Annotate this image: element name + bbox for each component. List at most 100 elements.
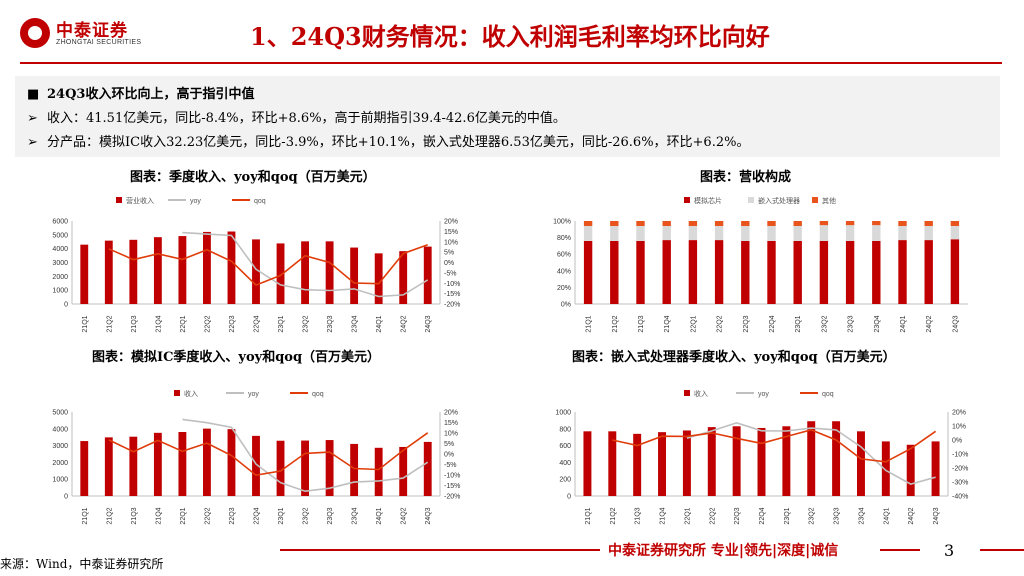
footer-divider xyxy=(980,549,1024,551)
c1-y-tick-right: -20% xyxy=(444,302,460,309)
c2-y-tick-left: 80% xyxy=(557,235,571,242)
summary-heading: ■ 24Q3收入环比向上，高于指引中值 xyxy=(27,83,254,102)
c3-x-tick: 24Q1 xyxy=(376,507,383,524)
c4-x-tick: 23Q1 xyxy=(784,507,791,524)
c2-x-tick: 23Q3 xyxy=(848,315,855,332)
c3-legend-label: 收入 xyxy=(184,389,198,398)
c2-bar-segment xyxy=(662,225,671,241)
c3-x-tick: 23Q4 xyxy=(352,507,359,524)
c2-bar-segment xyxy=(714,225,724,241)
c2-y-tick-left: 60% xyxy=(557,252,571,259)
c2-x-tick: 21Q4 xyxy=(664,315,671,332)
c1-y-tick-left: 2000 xyxy=(52,274,68,281)
page-title: 1、24Q3财务情况：收入利润毛利率均环比向好 xyxy=(250,22,770,51)
c4-y-tick-left: 800 xyxy=(559,426,571,433)
c1-y-tick-left: 4000 xyxy=(52,246,68,253)
c4-bar xyxy=(608,431,617,496)
summary-heading-text: 24Q3收入环比向上，高于指引中值 xyxy=(47,87,255,102)
c1-bar xyxy=(374,253,383,304)
c2-bar-segment xyxy=(688,221,698,226)
c4-y-tick-right: 20% xyxy=(952,410,966,417)
c1-bar xyxy=(178,236,187,304)
c4-x-tick: 22Q3 xyxy=(734,507,741,524)
c3-bar xyxy=(423,441,432,496)
c2-bar-segment xyxy=(924,221,933,226)
c2-x-tick: 24Q2 xyxy=(926,315,933,332)
c4-bar xyxy=(832,421,841,496)
c3-y-tick-right: 10% xyxy=(444,431,458,438)
c2-bar-segment xyxy=(741,221,750,226)
c4-legend-label: yoy xyxy=(758,391,769,398)
c4-bar xyxy=(658,432,667,496)
c2-bar-segment xyxy=(662,240,671,304)
c3-bar xyxy=(301,440,309,496)
c3-x-tick: 22Q1 xyxy=(180,507,187,524)
c1-y-tick-right: -5% xyxy=(444,270,456,277)
c1-bar xyxy=(104,240,113,304)
c1-legend-label: qoq xyxy=(254,198,266,205)
c3-bar xyxy=(129,436,138,496)
footer-divider xyxy=(280,549,600,551)
c4-bar xyxy=(906,444,915,496)
c4-y-tick-left: 1000 xyxy=(555,410,571,417)
c3-y-tick-left: 4000 xyxy=(52,426,68,433)
c1-bar xyxy=(276,243,285,304)
c2-legend-label: 嵌入式处理器 xyxy=(758,196,800,205)
c2-bar-segment xyxy=(793,221,802,226)
c1-bar xyxy=(227,231,236,304)
c3-bar xyxy=(276,440,285,496)
c4-x-tick: 21Q1 xyxy=(585,507,592,524)
c2-bar-segment xyxy=(636,240,645,304)
c3-legend-swatch xyxy=(174,390,180,396)
c4-x-tick: 23Q2 xyxy=(809,507,816,524)
c3-x-tick: 23Q1 xyxy=(278,507,285,524)
c2-y-tick-left: 20% xyxy=(557,285,571,292)
c2-bar-segment xyxy=(714,240,724,304)
c2-bar-segment xyxy=(950,221,960,226)
brand-mark xyxy=(20,18,50,48)
c3-line-qoq xyxy=(108,432,429,477)
summary-box: ■ 24Q3收入环比向上，高于指引中值 ➢ 收入：41.51亿美元，同比-8.4%，… xyxy=(15,76,1000,157)
c2-x-tick: 22Q4 xyxy=(769,315,776,332)
c4-x-tick: 21Q3 xyxy=(635,507,642,524)
c4-x-tick: 24Q3 xyxy=(933,507,940,524)
c4-legend-label: 收入 xyxy=(694,389,708,398)
c2-bar-segment xyxy=(872,240,881,304)
c3-y-tick-right: -15% xyxy=(444,483,460,490)
c2-bar-segment xyxy=(688,240,698,304)
c2-bar-segment xyxy=(819,240,829,304)
c3-legend-label: yoy xyxy=(248,391,259,398)
c2-legend-swatch xyxy=(812,197,818,203)
c2-x-tick: 23Q1 xyxy=(795,315,802,332)
c4-bar xyxy=(682,430,691,496)
c3-x-tick: 21Q1 xyxy=(82,507,89,524)
c3-y-tick-right: -10% xyxy=(444,473,460,480)
c3-bar xyxy=(203,428,211,496)
c1-legend-label: yoy xyxy=(190,198,201,205)
c4-x-tick: 23Q3 xyxy=(834,507,841,524)
c3-bar xyxy=(399,446,408,496)
c4-y-tick-left: 400 xyxy=(559,460,571,467)
c3-bar xyxy=(374,447,383,496)
c3-bar xyxy=(350,443,359,496)
c1-legend-swatch xyxy=(116,197,122,203)
c4-line-qoq xyxy=(612,429,937,463)
c2-x-tick: 21Q2 xyxy=(612,315,619,332)
c1-y-tick-right: 10% xyxy=(444,239,458,246)
c4-bar xyxy=(583,431,592,496)
c1-y-tick-left: 0 xyxy=(64,302,68,309)
summary-line-text: 收入：41.51亿美元，同比-8.4%，环比+8.6%，高于前期指引39.4-4… xyxy=(47,111,566,126)
c4-x-tick: 24Q1 xyxy=(883,507,890,524)
c2-bar-segment xyxy=(872,221,881,226)
c2-bar-segment xyxy=(872,225,881,241)
c2-bar-segment xyxy=(610,225,619,241)
c2-bar-segment xyxy=(898,221,907,226)
c3-y-tick-right: 15% xyxy=(444,420,458,427)
c2-bar-segment xyxy=(741,225,750,241)
footer-divider xyxy=(880,549,920,551)
c1-line-qoq xyxy=(108,243,428,287)
c4-bar xyxy=(807,421,816,496)
c1-x-tick: 23Q4 xyxy=(352,315,359,332)
chart-title-analog-ic: 图表：模拟IC季度收入、yoy和qoq（百万美元） xyxy=(92,350,381,365)
arrow-bullet-icon: ➢ xyxy=(27,111,38,126)
